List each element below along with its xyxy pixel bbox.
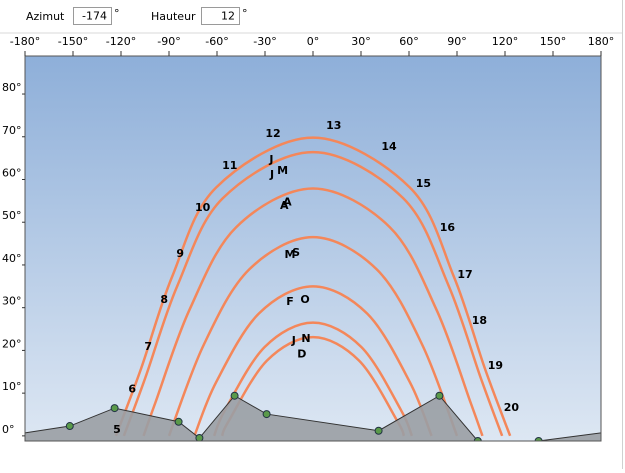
month-label: M — [284, 248, 295, 261]
sun-path — [114, 136, 512, 437]
month-label: S — [292, 246, 300, 259]
month-label: F — [286, 295, 294, 308]
hour-label: 20 — [504, 401, 520, 414]
x-tick-label: 0° — [307, 35, 320, 48]
y-tick-label: 30° — [2, 295, 22, 308]
hour-label: 17 — [457, 268, 472, 281]
hour-label: 10 — [195, 201, 211, 214]
hour-label: 18 — [472, 314, 487, 327]
x-tick-label: 90° — [447, 35, 467, 48]
month-label: N — [301, 332, 310, 345]
altitude-input[interactable] — [201, 7, 240, 25]
hour-label: 5 — [113, 423, 121, 436]
month-label: O — [300, 293, 309, 306]
hour-label: 16 — [440, 221, 456, 234]
x-tick-label: -150° — [58, 35, 88, 48]
month-label: M — [277, 164, 288, 177]
azimuth-unit: ° — [114, 7, 120, 20]
month-label: J — [268, 153, 273, 166]
horizon-point — [435, 391, 444, 400]
y-tick-label: 80° — [2, 81, 22, 94]
y-tick-label: 60° — [2, 166, 22, 179]
x-tick-label: -120° — [106, 35, 136, 48]
y-tick-label: 10° — [2, 380, 22, 393]
sun-path — [193, 285, 433, 437]
month-label: J — [269, 168, 274, 181]
x-tick-label: 30° — [351, 35, 371, 48]
x-tick-label: 60° — [399, 35, 419, 48]
hour-label: 7 — [144, 340, 152, 353]
hour-label: 12 — [265, 127, 280, 140]
sun-path — [122, 150, 504, 437]
hour-label: 19 — [488, 359, 503, 372]
x-tick-label: 180° — [588, 35, 615, 48]
sun-path — [167, 235, 459, 437]
month-label: A — [280, 199, 289, 212]
hour-label: 13 — [326, 119, 341, 132]
x-tick-label: -60° — [205, 35, 228, 48]
hour-label: 14 — [381, 140, 397, 153]
horizon-point — [534, 437, 543, 441]
month-label: A — [283, 196, 292, 209]
month-label: D — [297, 348, 306, 361]
hour-label: 11 — [222, 159, 237, 172]
x-tick-label: -180° — [10, 35, 40, 48]
altitude-label: Hauteur — [151, 10, 196, 23]
y-tick-label: 70° — [2, 124, 22, 137]
x-tick-label: -30° — [253, 35, 276, 48]
hour-label: 15 — [416, 177, 431, 190]
horizon-point — [262, 410, 271, 419]
altitude-unit: ° — [242, 7, 248, 20]
y-tick-label: 40° — [2, 252, 22, 265]
horizon-point — [174, 417, 183, 426]
horizon-point — [230, 391, 239, 400]
azimuth-value[interactable]: -174 — [82, 10, 107, 23]
x-tick-label: 120° — [492, 35, 519, 48]
month-label: J — [291, 334, 296, 347]
horizon-point — [473, 437, 482, 441]
y-tick-label: 20° — [2, 337, 22, 350]
x-tick-label: -90° — [157, 35, 180, 48]
y-tick-label: 50° — [2, 209, 22, 222]
hour-label: 8 — [160, 293, 168, 306]
azimuth-input[interactable] — [73, 7, 112, 25]
altitude-value[interactable]: 12 — [221, 10, 235, 23]
hour-label: 9 — [176, 247, 184, 260]
horizon-point — [195, 434, 204, 441]
hour-label: 6 — [128, 383, 136, 396]
sun-path — [142, 187, 484, 437]
x-tick-label: 150° — [540, 35, 567, 48]
plot-area — [25, 56, 601, 441]
plot — [25, 136, 601, 441]
y-tick-label: 0° — [2, 423, 15, 436]
horizon-point — [374, 426, 383, 435]
azimuth-label: Azimut — [26, 10, 65, 23]
horizon-point — [65, 422, 74, 431]
horizon-point — [110, 404, 119, 413]
